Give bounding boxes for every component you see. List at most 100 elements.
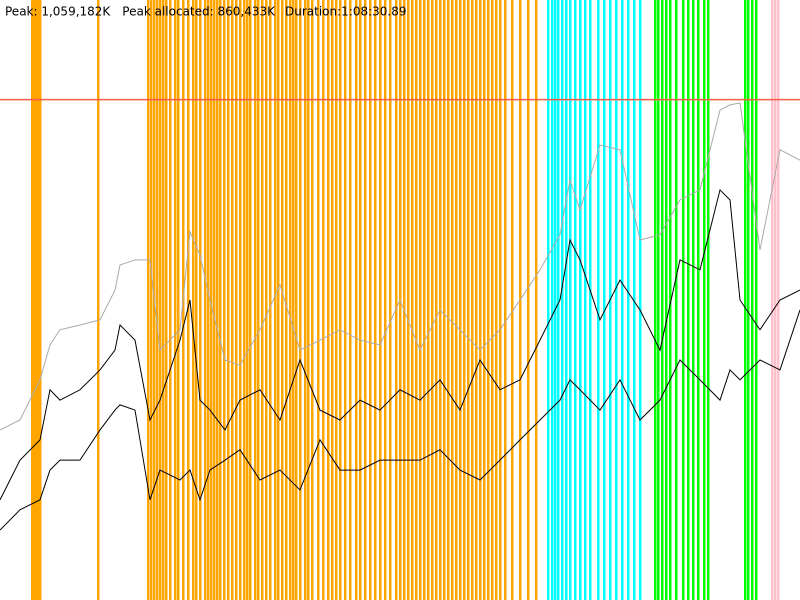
event-marker xyxy=(369,0,372,600)
event-marker xyxy=(219,0,222,600)
event-marker xyxy=(427,0,430,600)
event-marker xyxy=(39,0,42,600)
event-marker xyxy=(231,0,234,600)
event-marker xyxy=(285,0,288,600)
event-marker xyxy=(615,0,618,600)
event-marker xyxy=(33,0,36,600)
event-marker xyxy=(344,0,347,600)
event-marker xyxy=(195,0,198,600)
event-marker xyxy=(317,0,320,600)
event-marker xyxy=(243,0,246,600)
event-marker xyxy=(257,0,260,600)
event-marker xyxy=(774,0,777,600)
event-marker xyxy=(692,0,695,600)
event-marker xyxy=(682,0,685,600)
event-marker xyxy=(415,0,418,600)
event-marker xyxy=(204,0,207,600)
event-marker xyxy=(495,0,498,600)
event-marker xyxy=(349,0,352,600)
event-marker xyxy=(227,0,230,600)
event-marker xyxy=(289,0,292,600)
event-marker xyxy=(459,0,462,600)
event-marker xyxy=(374,0,377,600)
event-marker xyxy=(355,0,358,600)
event-marker xyxy=(274,0,277,600)
memory-lines xyxy=(0,102,800,531)
event-marker xyxy=(547,0,550,600)
event-marker xyxy=(364,0,367,600)
event-marker xyxy=(633,0,636,600)
event-marker xyxy=(192,0,195,600)
event-marker xyxy=(707,0,710,600)
event-marker xyxy=(207,0,210,600)
event-marker xyxy=(511,0,514,600)
event-marker xyxy=(403,0,406,600)
event-marker xyxy=(35,0,38,600)
event-marker xyxy=(384,0,387,600)
event-markers xyxy=(31,0,780,600)
event-marker xyxy=(249,0,252,600)
event-marker xyxy=(584,0,587,600)
event-marker xyxy=(162,0,165,600)
event-marker xyxy=(311,0,314,600)
event-marker xyxy=(147,0,150,600)
event-marker xyxy=(451,0,454,600)
event-marker xyxy=(269,0,272,600)
event-marker xyxy=(487,0,490,600)
event-marker xyxy=(439,0,442,600)
event-marker xyxy=(246,0,249,600)
event-marker xyxy=(661,0,664,600)
event-marker xyxy=(697,0,700,600)
event-marker xyxy=(597,0,600,600)
event-marker xyxy=(265,0,268,600)
event-marker xyxy=(579,0,582,600)
event-marker xyxy=(747,0,750,600)
event-marker xyxy=(187,0,190,600)
event-marker xyxy=(627,0,630,600)
event-marker xyxy=(657,0,660,600)
event-marker xyxy=(395,0,398,600)
event-marker xyxy=(535,0,538,600)
event-marker xyxy=(675,0,678,600)
event-marker xyxy=(411,0,414,600)
memory-line xyxy=(0,102,800,431)
event-marker xyxy=(654,0,657,600)
event-marker xyxy=(304,0,307,600)
duration-label: Duration:1:08:30.89 xyxy=(285,5,407,19)
event-marker xyxy=(165,0,168,600)
event-marker xyxy=(455,0,458,600)
peak-label: Peak: 1,059,182K xyxy=(5,5,111,19)
memory-line xyxy=(0,309,800,531)
event-marker xyxy=(569,0,572,600)
event-marker xyxy=(621,0,624,600)
event-marker xyxy=(216,0,219,600)
event-marker xyxy=(156,0,159,600)
event-marker xyxy=(483,0,486,600)
event-marker xyxy=(554,0,557,600)
event-marker xyxy=(467,0,470,600)
event-marker xyxy=(379,0,382,600)
event-marker xyxy=(771,0,774,600)
event-marker xyxy=(589,0,592,600)
event-marker xyxy=(499,0,502,600)
event-marker xyxy=(277,0,280,600)
event-marker xyxy=(159,0,162,600)
event-marker xyxy=(199,0,202,600)
event-marker xyxy=(447,0,450,600)
event-marker xyxy=(327,0,330,600)
event-marker xyxy=(703,0,706,600)
event-marker xyxy=(261,0,264,600)
event-marker xyxy=(504,0,507,600)
event-marker xyxy=(744,0,747,600)
event-marker xyxy=(527,0,530,600)
event-marker xyxy=(335,0,338,600)
event-marker xyxy=(423,0,426,600)
event-marker xyxy=(639,0,642,600)
event-marker xyxy=(281,0,284,600)
event-marker xyxy=(169,0,172,600)
event-marker xyxy=(419,0,422,600)
event-marker xyxy=(435,0,438,600)
event-marker xyxy=(471,0,474,600)
event-marker xyxy=(174,0,177,600)
